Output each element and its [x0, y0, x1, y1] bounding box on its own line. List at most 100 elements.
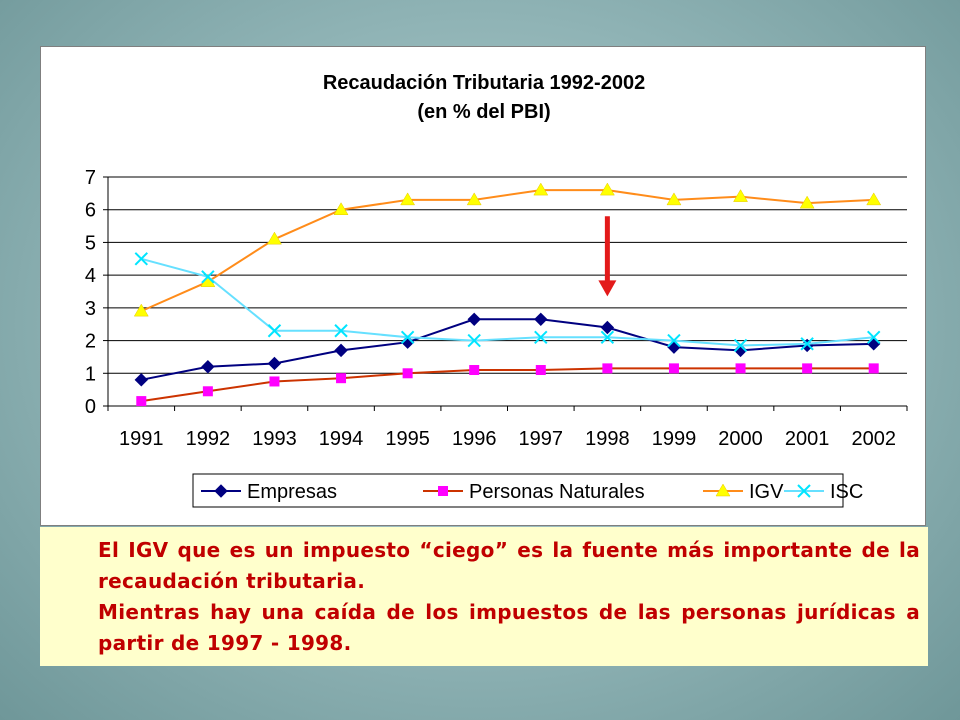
- x-marker-stroke: [467, 333, 481, 348]
- data-point-igv: [599, 182, 615, 196]
- legend-label-igv: IGV: [749, 481, 784, 503]
- chart-panel: Recaudación Tributaria 1992-2002 (en % d…: [40, 46, 926, 526]
- data-point-personas-naturales: [269, 376, 280, 387]
- legend-label-personas-naturales: Personas Naturales: [469, 481, 645, 503]
- data-point-igv: [333, 202, 349, 215]
- arrow-head: [598, 280, 617, 297]
- legend-marker-igv: [715, 483, 731, 497]
- data-point-igv: [400, 192, 416, 206]
- data-point-igv: [533, 182, 549, 196]
- y-tick-label: 0: [85, 396, 96, 418]
- legend-marker-empresas: [214, 484, 228, 498]
- x-tick-label: 1999: [652, 428, 697, 450]
- data-point-personas-naturales: [136, 396, 147, 407]
- data-point-isc: [667, 333, 681, 348]
- data-point-isc: [867, 330, 881, 345]
- y-tick-label: 5: [85, 232, 96, 254]
- data-point-personas-naturales: [202, 386, 213, 397]
- legend-marker-isc: [797, 484, 811, 498]
- data-point-personas-naturales: [868, 363, 879, 374]
- x-tick-label: 1992: [186, 428, 231, 450]
- x-tick-label: 1991: [119, 428, 164, 450]
- data-point-personas-naturales: [535, 365, 546, 376]
- y-tick-label: 7: [85, 167, 96, 189]
- chart-title: Recaudación Tributaria 1992-2002: [323, 72, 645, 94]
- data-point-igv: [866, 192, 882, 206]
- data-point-igv: [267, 231, 282, 245]
- data-point-empresas: [467, 312, 481, 327]
- x-marker-stroke: [400, 330, 415, 345]
- note-paragraph-2: Mientras hay una caída de los impuestos …: [98, 600, 920, 655]
- data-point-isc: [334, 324, 348, 338]
- legend-label-empresas: Empresas: [247, 481, 337, 503]
- x-marker-stroke: [733, 338, 748, 353]
- x-marker-stroke: [267, 324, 282, 338]
- x-tick-label: 1993: [252, 428, 297, 450]
- data-point-personas-naturales: [802, 363, 813, 374]
- y-tick-label: 3: [85, 298, 96, 320]
- x-marker-stroke: [600, 330, 615, 345]
- x-tick-label: 1998: [585, 428, 630, 450]
- x-tick-label: 1995: [385, 428, 430, 450]
- data-point-isc: [201, 270, 215, 284]
- legend-label-isc: ISC: [830, 481, 863, 503]
- data-point-empresas: [600, 320, 615, 335]
- series-line-isc: [141, 257, 874, 347]
- x-marker-stroke: [867, 330, 881, 345]
- x-tick-label: 2001: [785, 428, 830, 450]
- data-point-empresas: [534, 312, 548, 327]
- y-tick-label: 4: [85, 265, 96, 287]
- annotation: [598, 216, 617, 297]
- data-point-igv: [799, 195, 815, 209]
- x-tick-label: 2002: [851, 428, 896, 450]
- data-point-isc: [534, 330, 548, 345]
- data-point-personas-naturales: [402, 368, 413, 379]
- data-point-isc: [467, 333, 481, 348]
- y-tick-label: 1: [85, 363, 96, 385]
- data-point-empresas: [201, 360, 215, 374]
- legend: Empresas Personas Naturales IGV ISC: [192, 473, 863, 508]
- x-marker-stroke: [201, 270, 215, 284]
- x-marker-stroke: [667, 333, 681, 348]
- x-tick-label: 1996: [452, 428, 497, 450]
- axes: 0 1 2 3 4 5 6 7 1991 1992 1993 1994 1995 1996 1997 1998…: [85, 167, 908, 450]
- data-point-personas-naturales: [668, 363, 679, 374]
- series-line-empresas: [141, 318, 874, 381]
- data-point-personas-naturales: [336, 373, 347, 384]
- notes-panel: El IGV que es un impuesto “ciego” es la …: [40, 527, 928, 666]
- data-point-empresas: [667, 340, 681, 354]
- data-point-empresas: [867, 337, 881, 351]
- data-point-empresas: [334, 343, 348, 358]
- x-marker-stroke: [134, 252, 148, 266]
- series-line-igv: [140, 189, 874, 313]
- x-tick-label: 1997: [519, 428, 564, 450]
- x-marker-stroke: [800, 337, 814, 351]
- y-tick-label: 6: [85, 200, 96, 222]
- data-point-personas-naturales: [469, 365, 480, 376]
- data-point-igv: [666, 192, 682, 206]
- note-paragraph-1: El IGV que es un impuesto “ciego” es la …: [98, 538, 920, 593]
- data-point-isc: [600, 330, 615, 345]
- x-marker-stroke: [334, 324, 348, 338]
- x-marker-stroke: [534, 330, 548, 345]
- data-point-empresas: [800, 338, 814, 353]
- data-point-empresas: [267, 356, 282, 371]
- data-point-igv: [133, 303, 149, 317]
- data-point-isc: [400, 330, 415, 345]
- data-point-igv: [466, 192, 482, 206]
- chart-subtitle: (en % del PBI): [417, 101, 550, 123]
- data-point-empresas: [134, 373, 148, 387]
- series-lines: [133, 182, 882, 407]
- data-point-isc: [733, 338, 748, 353]
- data-point-isc: [134, 252, 148, 266]
- data-point-isc: [267, 324, 282, 338]
- x-tick-label: 2000: [718, 428, 763, 450]
- x-tick-label: 1994: [319, 428, 364, 450]
- line-chart: Recaudación Tributaria 1992-2002 (en % d…: [85, 72, 908, 508]
- data-point-personas-naturales: [602, 363, 613, 374]
- gridlines: [108, 176, 907, 374]
- legend-marker-personas-naturales: [438, 486, 448, 496]
- data-point-isc: [800, 337, 814, 351]
- data-point-personas-naturales: [735, 363, 746, 374]
- series-line-personas-naturales: [141, 367, 874, 403]
